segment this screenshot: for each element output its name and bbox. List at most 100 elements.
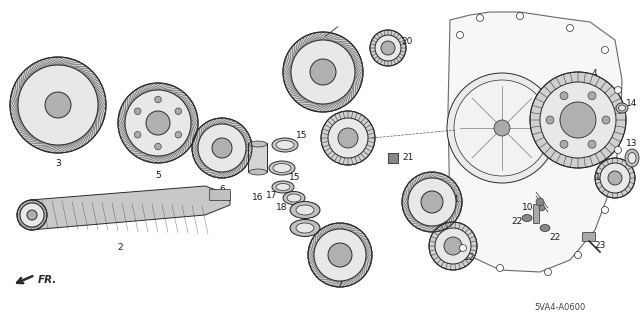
Circle shape [375,35,401,61]
Ellipse shape [276,140,294,150]
Circle shape [118,83,198,163]
Circle shape [540,82,616,158]
Circle shape [125,90,191,156]
Circle shape [497,264,504,271]
Circle shape [454,80,550,176]
Circle shape [408,178,456,226]
Circle shape [456,32,463,39]
Ellipse shape [272,181,294,193]
FancyBboxPatch shape [388,153,398,163]
Text: 3: 3 [55,159,61,167]
Circle shape [198,124,246,172]
Circle shape [134,131,141,138]
Circle shape [175,131,182,138]
Circle shape [308,223,372,287]
Circle shape [447,73,557,183]
Text: 17: 17 [266,191,278,201]
Circle shape [477,14,483,21]
FancyBboxPatch shape [534,204,540,224]
Circle shape [560,92,568,100]
Text: 15: 15 [296,130,308,139]
Text: 7: 7 [337,279,343,288]
Ellipse shape [628,152,636,164]
Circle shape [429,222,477,270]
Text: 20: 20 [401,38,413,47]
Ellipse shape [296,223,314,233]
Text: 18: 18 [276,204,288,212]
Circle shape [546,116,554,124]
Text: 15: 15 [289,174,301,182]
Ellipse shape [540,225,550,232]
Text: 14: 14 [627,100,637,108]
Text: 1: 1 [595,174,601,182]
Text: 5: 5 [155,172,161,181]
Circle shape [588,92,596,100]
Ellipse shape [290,202,320,219]
Circle shape [175,108,182,115]
Circle shape [198,124,246,172]
Circle shape [375,35,401,61]
Circle shape [575,251,582,258]
Text: 12: 12 [464,254,476,263]
Circle shape [338,128,358,148]
Text: 13: 13 [627,138,637,147]
Polygon shape [448,12,622,272]
Circle shape [310,59,336,85]
Text: 8: 8 [347,68,353,77]
Circle shape [421,191,443,213]
Circle shape [134,108,141,115]
Text: FR.: FR. [38,275,58,285]
Circle shape [600,163,630,193]
Circle shape [125,90,191,156]
Circle shape [283,32,363,112]
Circle shape [291,40,355,104]
Circle shape [212,138,232,158]
Circle shape [155,143,161,150]
Circle shape [530,72,626,168]
Text: 21: 21 [403,152,413,161]
Circle shape [444,237,462,255]
Circle shape [370,30,406,66]
Text: 16: 16 [252,194,264,203]
Circle shape [540,82,616,158]
Ellipse shape [273,164,291,173]
Circle shape [588,140,596,148]
Circle shape [608,171,622,185]
Circle shape [146,111,170,135]
Circle shape [20,203,44,227]
Text: 6: 6 [219,186,225,195]
FancyBboxPatch shape [209,189,230,201]
Circle shape [328,118,368,158]
Text: 10: 10 [522,204,534,212]
Text: 22: 22 [511,218,523,226]
Circle shape [614,146,621,153]
Circle shape [17,200,47,230]
Circle shape [566,25,573,32]
FancyBboxPatch shape [248,144,268,173]
Ellipse shape [287,194,301,202]
Text: 9: 9 [329,133,335,143]
Text: 22: 22 [549,234,561,242]
Ellipse shape [618,105,625,111]
Circle shape [291,40,355,104]
Ellipse shape [269,161,295,175]
Circle shape [435,228,471,264]
Circle shape [545,269,552,276]
Circle shape [18,65,98,145]
Text: 5VA4-A0600: 5VA4-A0600 [534,303,586,313]
Circle shape [10,57,106,153]
Circle shape [435,228,471,264]
Circle shape [595,158,635,198]
Text: 19: 19 [307,207,317,217]
Ellipse shape [283,191,305,204]
Ellipse shape [249,169,267,175]
Text: 4: 4 [591,70,597,78]
Circle shape [408,178,456,226]
Circle shape [192,118,252,178]
Circle shape [27,210,37,220]
Circle shape [45,92,71,118]
Circle shape [381,41,395,55]
Ellipse shape [296,205,314,215]
Circle shape [602,206,609,213]
Ellipse shape [616,103,628,113]
